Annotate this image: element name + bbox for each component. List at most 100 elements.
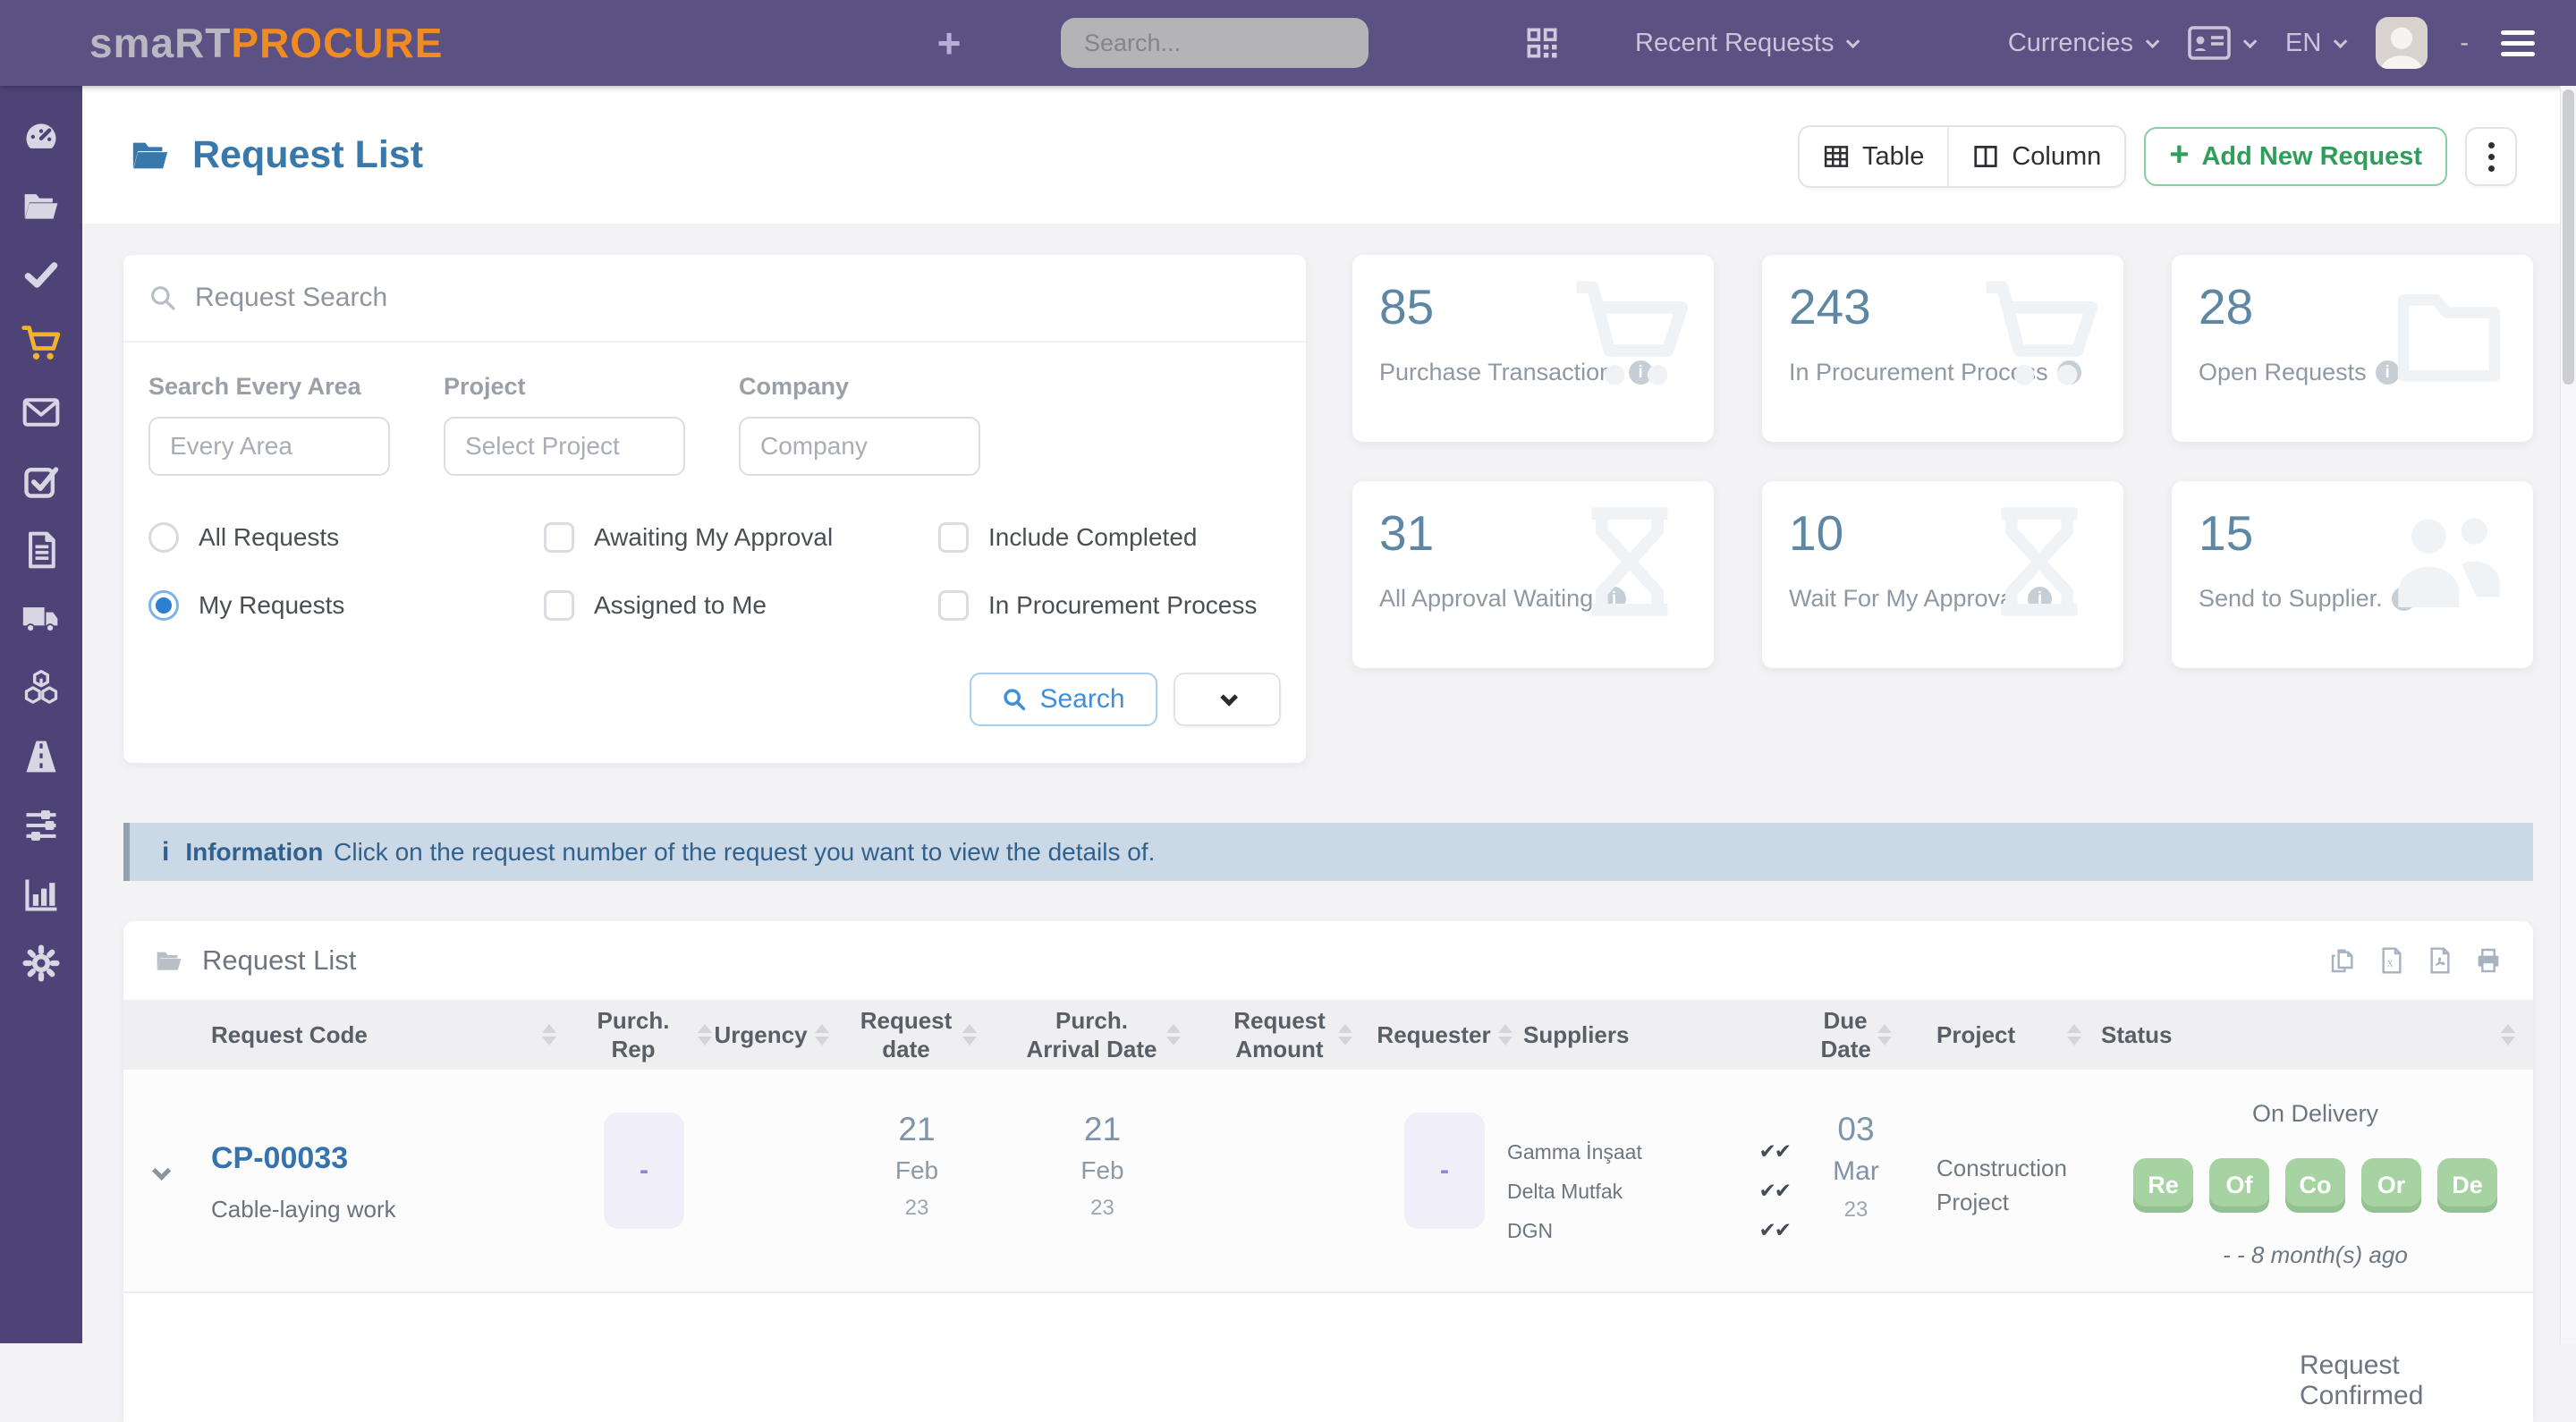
cart-icon [1979, 275, 2100, 401]
copy-icon[interactable] [2329, 946, 2358, 975]
info-icon[interactable]: i [1628, 360, 1653, 385]
sort-icon[interactable] [542, 1024, 556, 1045]
col-purch-rep[interactable]: Purch. Rep [572, 1000, 716, 1070]
language-menu[interactable]: EN [2285, 29, 2348, 58]
recent-requests-menu[interactable]: Recent Requests [1635, 0, 1860, 86]
checkbox-in-procurement-process[interactable]: In Procurement Process [938, 590, 1281, 621]
stat-purchase-transaction[interactable]: 85 Purchase Transaction. i [1352, 255, 1714, 442]
currencies-menu[interactable]: Currencies [2008, 29, 2160, 58]
print-icon[interactable] [2474, 946, 2503, 975]
sort-icon[interactable] [1497, 1024, 1513, 1045]
company-input[interactable] [739, 417, 980, 476]
radio-icon-selected[interactable] [148, 590, 179, 621]
sort-icon[interactable] [1877, 1024, 1892, 1045]
stat-send-to-supplier[interactable]: 15 Send to Supplier.i [2172, 481, 2533, 668]
sidebar-item-settings[interactable] [0, 928, 82, 997]
status-label: On Delivery [2251, 1100, 2379, 1127]
qr-scan-icon[interactable] [1522, 23, 1562, 67]
checkbox-include-completed[interactable]: Include Completed [938, 522, 1281, 553]
sort-icon[interactable] [962, 1024, 977, 1045]
document-icon [29, 531, 55, 568]
export-pdf-icon[interactable] [2426, 946, 2454, 975]
checkbox-icon[interactable] [544, 522, 574, 553]
radio-icon[interactable] [148, 522, 179, 553]
stat-in-procurement-process[interactable]: 243 In Procurement Processi [1762, 255, 2123, 442]
stat-open-requests[interactable]: 28 Open Requests i [2172, 255, 2533, 442]
sidebar-item-dashboard[interactable] [0, 102, 82, 171]
checkbox-assigned-to-me[interactable]: Assigned to Me [544, 590, 938, 621]
sort-icon[interactable] [2501, 1024, 2515, 1045]
sidebar-item-messages[interactable] [0, 377, 82, 446]
request-code-link[interactable]: CP-00033 [211, 1141, 349, 1175]
col-urgency[interactable]: Urgency [714, 1000, 829, 1070]
row-expander[interactable] [123, 1070, 195, 1291]
sidebar-item-requests[interactable] [0, 171, 82, 240]
sidebar-item-purchases[interactable] [0, 309, 82, 377]
global-search-input[interactable] [1061, 18, 1368, 68]
status-badge-confirm[interactable]: Co [2285, 1158, 2345, 1213]
col-status[interactable]: Status [2097, 1000, 2533, 1070]
checkbox-awaiting-my-approval[interactable]: Awaiting My Approval [544, 522, 938, 553]
checkbox-icon[interactable] [938, 522, 969, 553]
add-new-request-button[interactable]: + Add New Request [2144, 127, 2447, 186]
stat-cards: 85 Purchase Transaction. i 243 In Procure… [1352, 255, 2533, 763]
user-avatar[interactable] [2376, 17, 2428, 69]
info-icon[interactable]: i [2375, 360, 2400, 385]
sidebar-item-road[interactable] [0, 722, 82, 791]
sidebar-item-settings-sliders[interactable] [0, 791, 82, 859]
column-view-button[interactable]: Column [1947, 127, 2125, 186]
radio-my-requests[interactable]: My Requests [148, 590, 544, 621]
sidebar-item-tasks[interactable] [0, 446, 82, 515]
sort-icon[interactable] [2067, 1024, 2081, 1045]
column-label: Request Amount [1233, 1006, 1326, 1063]
status-badge-request[interactable]: Re [2133, 1158, 2193, 1213]
hamburger-menu-icon[interactable] [2501, 30, 2535, 56]
col-purch-arrival-date[interactable]: Purch. Arrival Date [1006, 1000, 1199, 1070]
col-due-date[interactable]: Due Date [1811, 1000, 1901, 1070]
col-project[interactable]: Project [1901, 1000, 2097, 1070]
hourglass-icon [1979, 501, 2100, 627]
scrollbar-thumb[interactable] [2563, 89, 2574, 385]
recent-requests-label: Recent Requests [1635, 28, 1835, 57]
radio-all-requests[interactable]: All Requests [148, 522, 544, 553]
stat-wait-for-my-approval[interactable]: 10 Wait For My Approval i [1762, 481, 2123, 668]
col-request-amount[interactable]: Request Amount [1199, 1000, 1382, 1070]
cell-purch-rep: - [572, 1070, 716, 1291]
sidebar-item-documents[interactable] [0, 515, 82, 584]
status-badge-offer[interactable]: Of [2209, 1158, 2269, 1213]
request-search-input[interactable] [195, 283, 1000, 313]
brand-logo[interactable]: sma RT PROCURE [89, 0, 443, 86]
export-excel-icon[interactable]: x [2377, 946, 2406, 975]
col-request-date[interactable]: Request date [827, 1000, 1006, 1070]
checkbox-icon[interactable] [938, 590, 969, 621]
sidebar-item-approvals[interactable] [0, 240, 82, 309]
project-select-input[interactable] [444, 417, 685, 476]
column-label: Due Date [1820, 1006, 1871, 1063]
col-suppliers[interactable]: Suppliers [1507, 1000, 1811, 1070]
sidebar-item-reports[interactable] [0, 859, 82, 928]
more-options-button[interactable] [2465, 127, 2517, 186]
radio-label: All Requests [199, 523, 340, 551]
sidebar-item-inventory[interactable] [0, 653, 82, 722]
sort-icon[interactable] [698, 1024, 712, 1045]
quick-add-button[interactable]: + [936, 20, 962, 66]
expand-search-button[interactable] [1174, 673, 1281, 726]
sidebar-item-shipping[interactable] [0, 584, 82, 653]
col-request-code[interactable]: Request Code [195, 1000, 572, 1070]
page-content: Search Every Area Project Company [123, 255, 2533, 1422]
table-view-button[interactable]: Table [1800, 127, 1948, 186]
sort-icon[interactable] [1165, 1024, 1181, 1045]
stat-label: Purchase Transaction. [1379, 359, 1620, 385]
status-badge-order[interactable]: Or [2361, 1158, 2421, 1213]
chevron-down-icon [2334, 34, 2348, 48]
vertical-scrollbar[interactable] [2560, 86, 2576, 1343]
col-requester[interactable]: Requester [1377, 1000, 1513, 1070]
sort-icon[interactable] [814, 1024, 829, 1045]
every-area-input[interactable] [148, 417, 390, 476]
checkbox-icon[interactable] [544, 590, 574, 621]
stat-all-approval-waiting[interactable]: 31 All Approval Waiting i [1352, 481, 1714, 668]
sort-icon[interactable] [1338, 1024, 1352, 1045]
id-card-menu[interactable] [2188, 26, 2258, 60]
status-badge-delivery[interactable]: De [2437, 1158, 2497, 1213]
search-button[interactable]: Search [970, 673, 1157, 726]
